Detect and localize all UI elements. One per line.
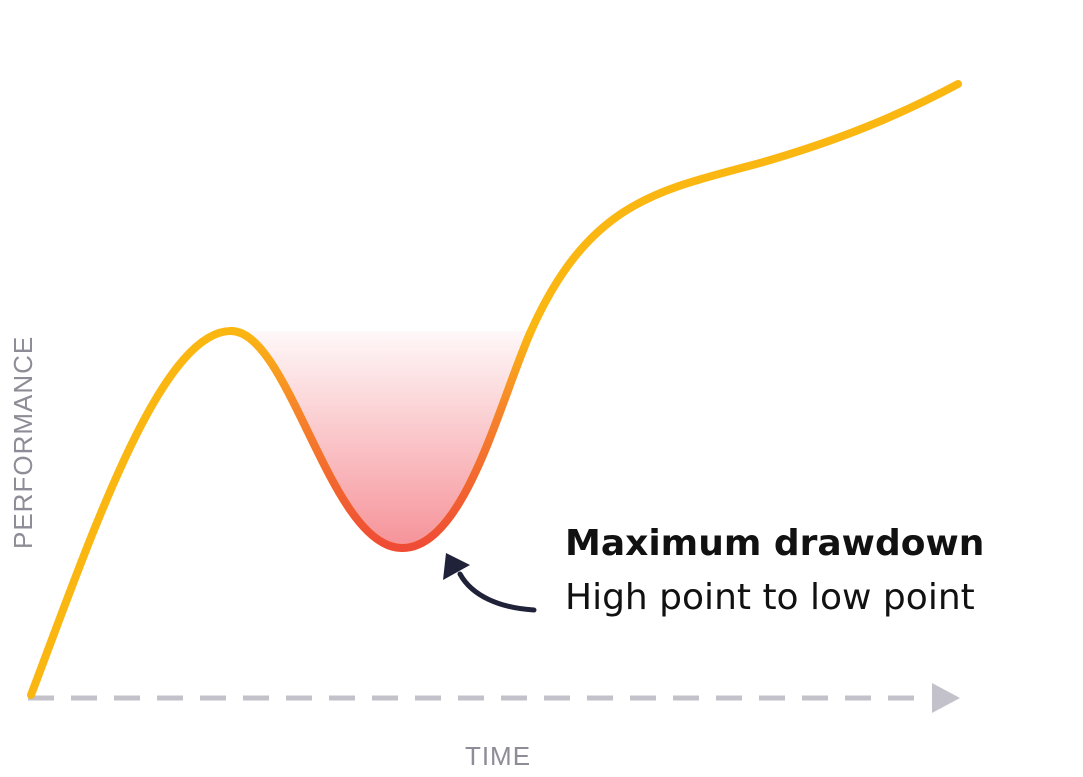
x-axis-label: TIME [465, 741, 531, 771]
drawdown-curve-segment [227, 327, 535, 553]
y-axis-label: PERFORMANCE [8, 336, 38, 549]
annotation-subtitle: High point to low point [565, 577, 975, 618]
annotation-arrowhead-icon [443, 553, 470, 580]
time-axis-arrowhead [932, 683, 960, 713]
annotation-title: Maximum drawdown [565, 523, 985, 564]
drawdown-area [231, 331, 531, 548]
drawdown-annotation: Maximum drawdown High point to low point [565, 518, 984, 626]
annotation-arrow [457, 571, 537, 613]
